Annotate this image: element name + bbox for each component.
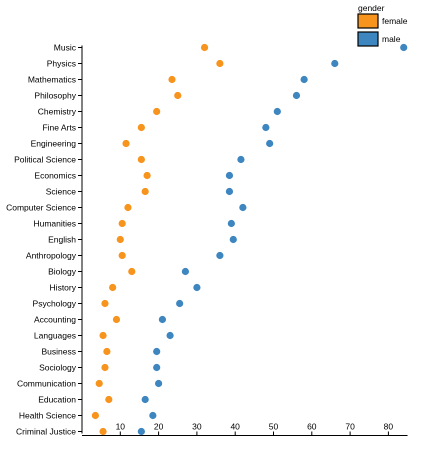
point-female-business bbox=[103, 347, 111, 356]
x-tick-label-30: 30 bbox=[192, 422, 202, 432]
point-female-criminal-justice bbox=[99, 427, 107, 436]
point-female-english bbox=[116, 235, 124, 244]
point-female-humanities bbox=[118, 219, 126, 228]
point-female-philosophy bbox=[174, 91, 182, 100]
point-male-science bbox=[225, 187, 234, 196]
x-tick-label-50: 50 bbox=[269, 422, 279, 432]
x-axis: 10 20 30 40 50 60 70 80 bbox=[82, 422, 408, 436]
y-tick-label-physics: Physics bbox=[47, 59, 76, 69]
y-tick-label-psychology: Psychology bbox=[33, 299, 77, 309]
point-female-science bbox=[141, 187, 149, 196]
point-male-music bbox=[400, 43, 408, 52]
y-tick-label-biology: Biology bbox=[48, 267, 77, 277]
y-tick-label-accounting: Accounting bbox=[34, 315, 76, 325]
point-female-mathematics bbox=[168, 75, 176, 84]
point-male-education bbox=[141, 395, 149, 404]
point-female-history bbox=[109, 283, 117, 292]
legend-label-male: male bbox=[382, 34, 401, 44]
y-tick-label-philosophy: Philosophy bbox=[34, 91, 76, 101]
point-male-history bbox=[193, 283, 201, 292]
y-tick-label-languages: Languages bbox=[34, 331, 76, 341]
y-tick-label-mathematics: Mathematics bbox=[28, 75, 76, 85]
point-male-engineering bbox=[266, 139, 274, 148]
point-male-psychology bbox=[176, 299, 184, 308]
y-tick-label-criminal-justice: Criminal Justice bbox=[16, 427, 76, 437]
y-tick-label-communication: Communication bbox=[17, 379, 76, 389]
legend-label-female: female bbox=[382, 16, 408, 26]
point-male-philosophy bbox=[292, 91, 301, 100]
x-tick-label-80: 80 bbox=[384, 422, 394, 432]
point-female-economics bbox=[143, 171, 151, 180]
point-male-political-science bbox=[237, 155, 245, 164]
y-tick-label-humanities: Humanities bbox=[33, 219, 76, 229]
y-tick-label-economics: Economics bbox=[34, 171, 76, 181]
series-female bbox=[91, 43, 224, 436]
point-male-economics bbox=[225, 171, 234, 180]
point-female-biology bbox=[128, 267, 136, 276]
point-male-fine-arts bbox=[262, 123, 270, 132]
point-male-chemistry bbox=[273, 107, 281, 116]
x-tick-label-70: 70 bbox=[345, 422, 355, 432]
legend-swatch-male bbox=[357, 31, 379, 47]
point-female-fine-arts bbox=[137, 123, 145, 132]
point-female-chemistry bbox=[153, 107, 161, 116]
point-female-accounting bbox=[112, 315, 121, 324]
x-tick-label-60: 60 bbox=[307, 422, 317, 432]
y-tick-label-political-science: Political Science bbox=[14, 155, 76, 165]
point-male-computer-science bbox=[239, 203, 247, 212]
y-tick-label-education: Education bbox=[38, 395, 76, 405]
legend: gender female male bbox=[357, 3, 408, 47]
point-female-health-science bbox=[91, 411, 100, 420]
y-tick-label-business: Business bbox=[42, 347, 77, 357]
point-male-mathematics bbox=[300, 75, 308, 84]
point-male-business bbox=[153, 347, 161, 356]
y-tick-label-sociology: Sociology bbox=[39, 363, 77, 373]
point-male-criminal-justice bbox=[137, 427, 145, 436]
point-female-political-science bbox=[137, 155, 145, 164]
y-tick-label-history: History bbox=[50, 283, 77, 293]
point-female-anthropology bbox=[118, 251, 126, 260]
point-male-english bbox=[229, 235, 237, 244]
point-female-communication bbox=[95, 379, 103, 388]
point-female-music bbox=[200, 43, 209, 52]
point-male-health-science bbox=[149, 411, 157, 420]
point-female-sociology bbox=[101, 363, 109, 372]
x-tick-label-20: 20 bbox=[154, 422, 164, 432]
point-female-psychology bbox=[101, 299, 109, 308]
point-male-physics bbox=[331, 59, 339, 68]
y-tick-label-fine-arts: Fine Arts bbox=[42, 123, 76, 133]
legend-swatch-female bbox=[357, 13, 379, 29]
y-tick-label-chemistry: Chemistry bbox=[38, 107, 77, 117]
point-male-sociology bbox=[153, 363, 161, 372]
legend-title: gender bbox=[358, 3, 385, 13]
point-female-physics bbox=[216, 59, 224, 68]
y-tick-label-computer-science: Computer Science bbox=[6, 203, 76, 213]
x-tick-label-40: 40 bbox=[230, 422, 240, 432]
point-male-anthropology bbox=[216, 251, 224, 260]
y-tick-label-anthropology: Anthropology bbox=[26, 251, 77, 261]
y-tick-label-engineering: Engineering bbox=[31, 139, 77, 149]
point-female-computer-science bbox=[124, 203, 132, 212]
point-female-education bbox=[105, 395, 113, 404]
point-male-communication bbox=[155, 379, 163, 388]
point-female-engineering bbox=[122, 139, 130, 148]
point-male-accounting bbox=[158, 315, 167, 324]
point-male-languages bbox=[166, 331, 174, 340]
series-male bbox=[137, 43, 408, 436]
point-male-biology bbox=[181, 267, 190, 276]
y-tick-label-science: Science bbox=[46, 187, 77, 197]
y-axis: Music Physics Mathematics Philosophy Chemist… bbox=[6, 43, 83, 437]
y-tick-label-health-science: Health Science bbox=[19, 411, 76, 421]
y-tick-label-music: Music bbox=[54, 43, 77, 53]
y-tick-label-english: English bbox=[48, 235, 76, 245]
point-male-humanities bbox=[227, 219, 235, 228]
x-tick-label-10: 10 bbox=[116, 422, 126, 432]
point-female-languages bbox=[99, 331, 107, 340]
